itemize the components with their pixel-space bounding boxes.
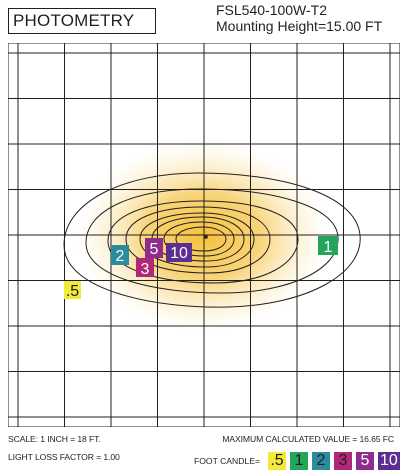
value-label-0-5-box: [64, 281, 81, 299]
photometric-plot: 2 5 10 3 1 .5: [8, 43, 400, 427]
scale-note: SCALE: 1 INCH = 18 FT.: [8, 434, 101, 444]
page-title: PHOTOMETRY: [8, 8, 156, 34]
value-label-5-box: [145, 238, 163, 258]
value-label-10-box: [166, 243, 192, 262]
legend-swatch-0-5: .5: [267, 452, 286, 470]
contour-line: [63, 172, 361, 308]
value-label-0-5-text: .5: [66, 283, 79, 300]
value-label-5-text: 5: [150, 241, 159, 258]
value-label-2: 2: [111, 245, 129, 265]
contour-line: [139, 212, 255, 268]
value-label-2-box: [111, 245, 129, 265]
max-calculated-value: MAXIMUM CALCULATED VALUE = 16.65 FC: [222, 434, 394, 444]
value-label-10-text: 10: [170, 245, 188, 262]
value-label-3: 3: [136, 258, 154, 278]
illuminance-glow: [75, 140, 331, 332]
value-label-0-5: .5: [64, 281, 81, 300]
contour-line: [107, 200, 299, 284]
footcandle-legend: FOOT CANDLE= .5 1 2 3 5 10: [194, 452, 400, 470]
value-label-10: 10: [166, 243, 192, 262]
value-label-3-text: 3: [141, 261, 150, 278]
contour-line: [125, 206, 271, 274]
fixture-model: FSL540-100W-T2: [216, 2, 328, 18]
legend-swatch-10: 10: [377, 452, 400, 470]
value-label-1-box: [318, 236, 338, 255]
legend-label: FOOT CANDLE=: [194, 456, 260, 466]
mounting-height: Mounting Height=15.00 FT: [216, 18, 383, 34]
legend-swatch-5: 5: [355, 452, 374, 470]
value-label-3-box: [136, 258, 154, 277]
value-label-2-text: 2: [116, 248, 125, 265]
light-loss-factor: LIGHT LOSS FACTOR = 1.00: [8, 452, 120, 462]
legend-swatch-1: 1: [289, 452, 308, 470]
value-label-5: 5: [145, 238, 163, 258]
legend-swatch-3: 3: [333, 452, 352, 470]
fixture-center-marker: [204, 235, 208, 239]
legend-swatch-2: 2: [311, 452, 330, 470]
value-label-1-text: 1: [324, 239, 333, 256]
value-label-1: 1: [318, 236, 338, 256]
